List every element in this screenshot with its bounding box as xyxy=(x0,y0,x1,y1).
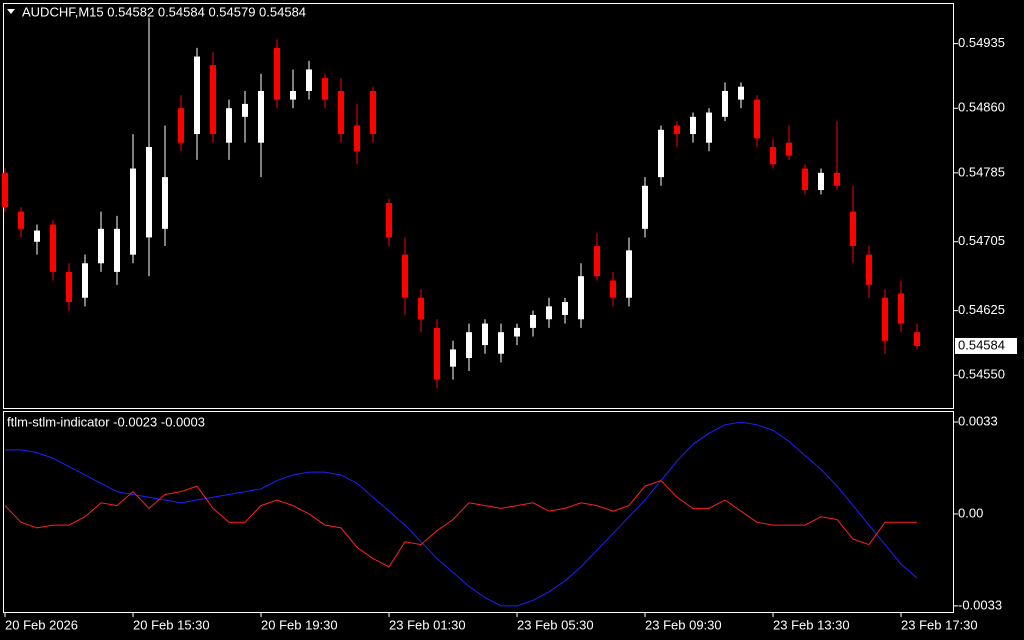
candle-body xyxy=(786,142,792,156)
candle-body xyxy=(34,230,40,242)
y-tick-label: 0.54785 xyxy=(958,164,1005,179)
chart-title: AUDCHF,M15 0.54582 0.54584 0.54579 0.545… xyxy=(22,4,306,19)
x-tick-label: 23 Feb 13:30 xyxy=(773,617,850,632)
candle-body xyxy=(290,91,296,100)
candle-body xyxy=(850,211,856,247)
candle-body xyxy=(754,99,760,139)
candle-body xyxy=(146,146,152,238)
y-tick-label: -0.0033 xyxy=(958,597,1002,612)
y-tick-label: 0.54625 xyxy=(958,302,1005,317)
candle-body xyxy=(834,172,840,186)
candle-body xyxy=(690,116,696,135)
candle-body xyxy=(242,103,248,117)
last-price-label: 0.54584 xyxy=(958,337,1005,352)
candle-body xyxy=(898,293,904,324)
candle-body xyxy=(354,125,360,152)
candle-body xyxy=(882,297,888,341)
candle-body xyxy=(866,254,872,285)
candle-body xyxy=(98,228,104,264)
candle-body xyxy=(258,91,264,143)
candle-body xyxy=(738,86,744,100)
candle-body xyxy=(82,263,88,298)
candle-body xyxy=(418,297,424,320)
candle-body xyxy=(434,327,440,380)
candle-body xyxy=(514,327,520,337)
candle-body xyxy=(770,146,776,165)
panel-menu-icon[interactable] xyxy=(7,9,15,14)
y-tick-label: 0.54550 xyxy=(958,367,1005,382)
candle-body xyxy=(482,323,488,346)
candle-body xyxy=(306,69,312,92)
indicator-line xyxy=(5,421,918,607)
candle-body xyxy=(162,177,168,229)
candle-body xyxy=(818,172,824,191)
x-tick-label: 23 Feb 05:30 xyxy=(517,617,594,632)
candle-body xyxy=(674,125,680,135)
y-tick-label: 0.54860 xyxy=(958,100,1005,115)
indicator-panel xyxy=(3,411,954,613)
candle-body xyxy=(914,332,920,346)
last-price-box xyxy=(955,337,1017,354)
candle-body xyxy=(402,254,408,298)
candle-body xyxy=(530,314,536,328)
candle-body xyxy=(386,202,392,238)
candle-body xyxy=(194,56,200,135)
indicator-line xyxy=(4,479,917,568)
candle-body xyxy=(610,280,616,298)
x-tick-label: 20 Feb 19:30 xyxy=(261,617,338,632)
candle-body xyxy=(546,306,552,320)
candle-body xyxy=(226,108,232,143)
indicator-title: ftlm-stlm-indicator -0.0023 -0.0003 xyxy=(7,414,205,429)
candle-body xyxy=(706,112,712,143)
candle-body xyxy=(450,349,456,367)
x-tick-label: 20 Feb 15:30 xyxy=(133,617,210,632)
candle-body xyxy=(50,224,56,272)
candle-body xyxy=(658,129,664,178)
candle-body xyxy=(466,332,472,359)
candle-body xyxy=(642,185,648,229)
candle-body xyxy=(594,246,600,277)
x-tick-label: 23 Feb 09:30 xyxy=(645,617,722,632)
candle-body xyxy=(562,302,568,315)
candle-body xyxy=(626,250,632,298)
candle-body xyxy=(18,211,24,229)
candle-body xyxy=(370,91,376,135)
x-tick-label: 20 Feb 2026 xyxy=(5,617,78,632)
candle-body xyxy=(210,65,216,135)
candle-body xyxy=(322,78,328,100)
candle-body xyxy=(114,228,120,272)
x-tick-label: 23 Feb 01:30 xyxy=(389,617,466,632)
candle-body xyxy=(178,108,184,143)
candle-body xyxy=(338,91,344,135)
x-tick-label: 23 Feb 17:30 xyxy=(901,617,978,632)
candle-body xyxy=(274,47,280,100)
y-tick-label: 0.54705 xyxy=(958,233,1005,248)
candle-body xyxy=(130,168,136,255)
candle-body xyxy=(66,271,72,303)
candle-body xyxy=(802,168,808,191)
candle-body xyxy=(722,91,728,117)
candle-body xyxy=(498,332,504,354)
candle-body xyxy=(578,276,584,320)
y-tick-label: 0.0033 xyxy=(958,413,998,428)
y-tick-label: 0.54935 xyxy=(958,35,1005,50)
y-tick-label: 0.00 xyxy=(958,505,983,520)
candle-body xyxy=(2,172,8,208)
